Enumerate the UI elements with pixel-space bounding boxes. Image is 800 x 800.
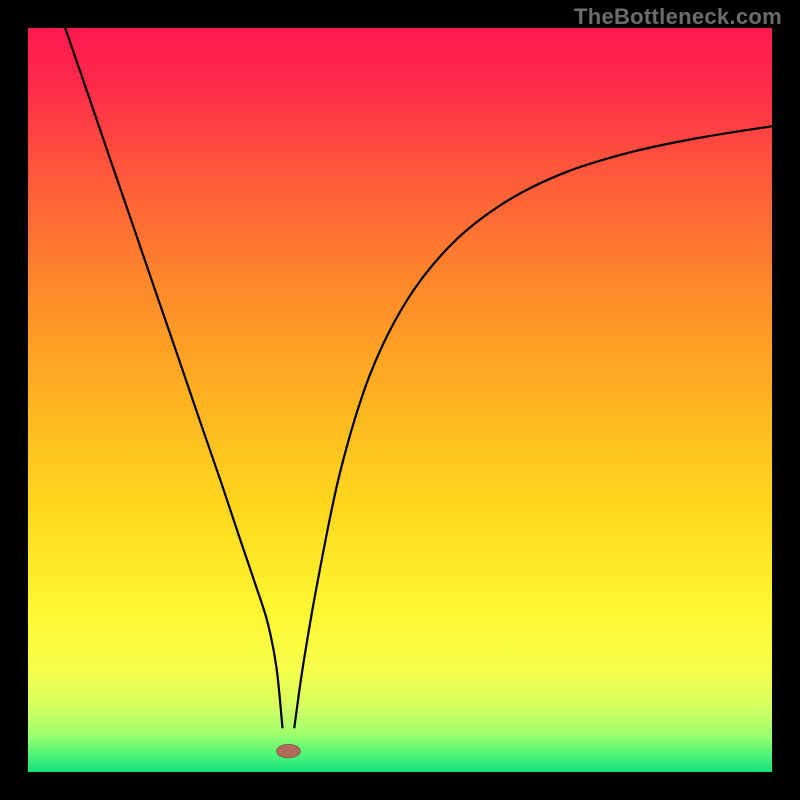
plot-area [28,28,772,772]
watermark-text: TheBottleneck.com [574,4,782,30]
plot-svg [28,28,772,772]
gradient-background [28,28,772,772]
optimum-marker [276,744,300,757]
chart-container: TheBottleneck.com [0,0,800,800]
